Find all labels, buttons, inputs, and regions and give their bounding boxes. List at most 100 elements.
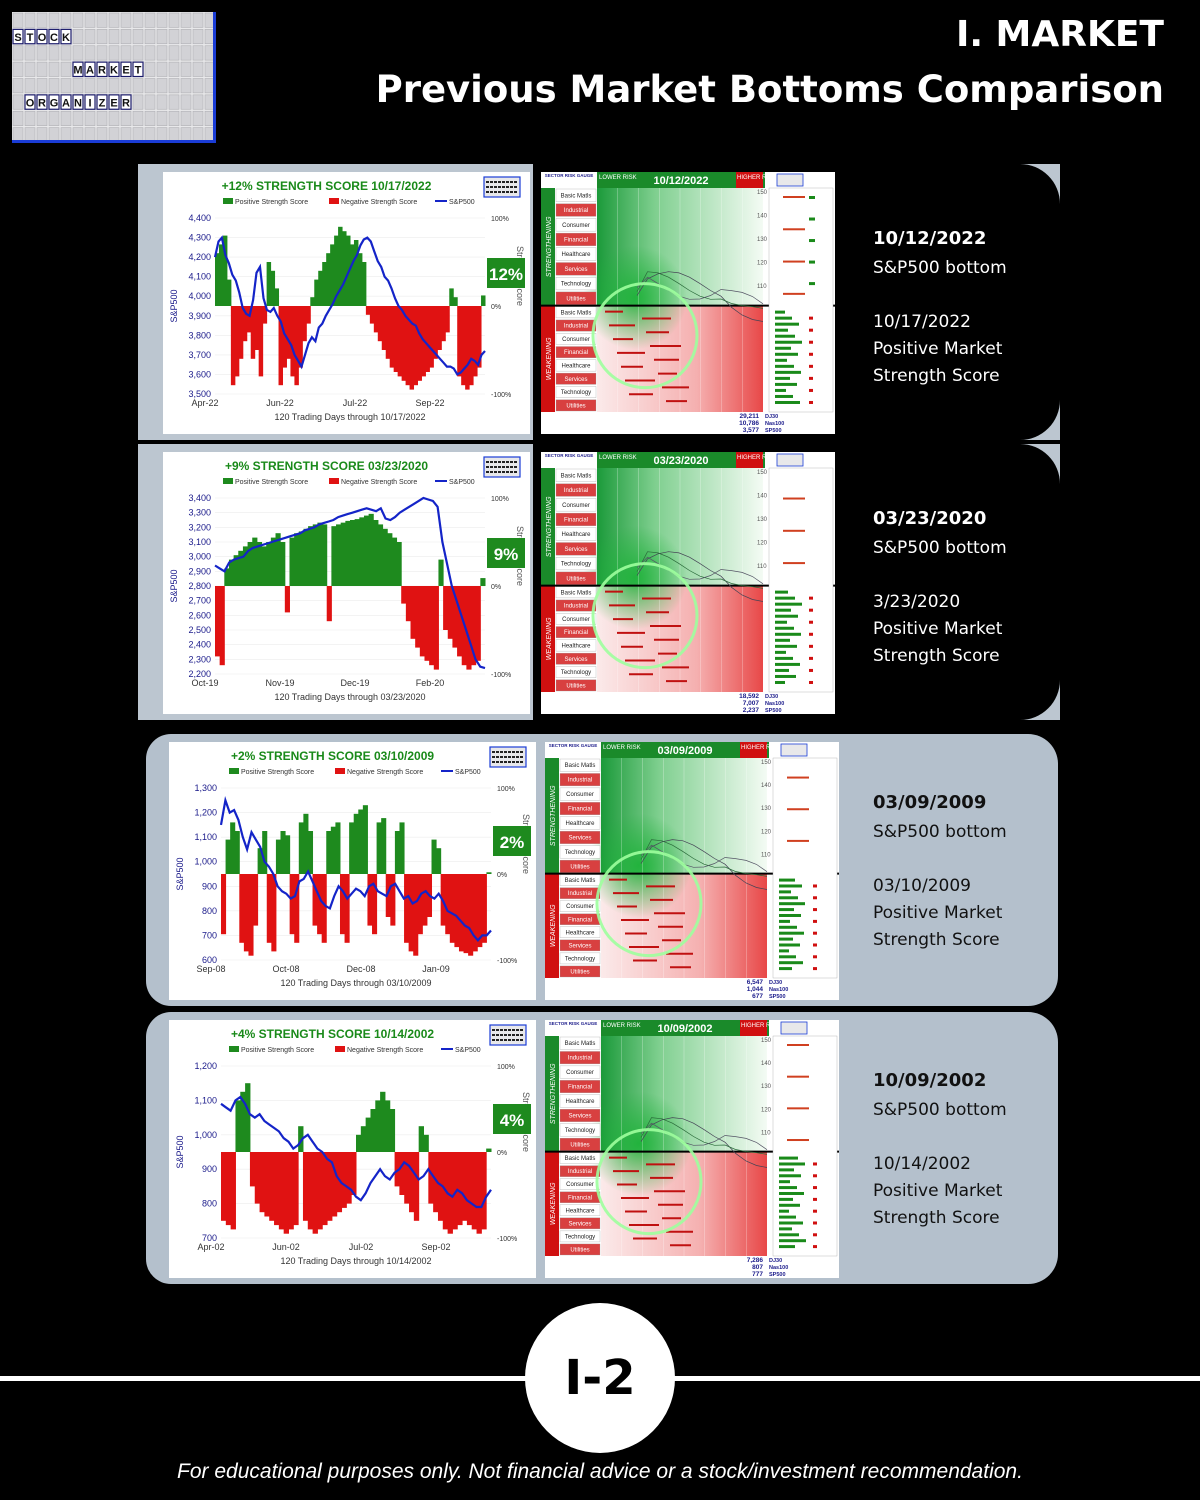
y2-tick-label: 0%	[497, 872, 507, 879]
x-axis-label: 120 Trading Days through 03/10/2009	[280, 978, 431, 988]
bar-positive	[225, 839, 231, 874]
bar-negative	[238, 306, 244, 359]
gauge-label: SECTOR RISK GAUGE	[549, 1021, 597, 1026]
y-tick-label: 900	[202, 1164, 217, 1174]
bar-negative	[302, 1152, 309, 1221]
x-tick-label: Feb-20	[416, 678, 445, 688]
momentum-bar	[813, 955, 817, 959]
gauge-scale: 120	[757, 261, 768, 267]
bar-positive	[247, 542, 253, 586]
logo-tile	[36, 110, 48, 126]
weakening-bar	[541, 585, 555, 692]
bottom-date: 10/12/2022	[873, 228, 987, 249]
logo-tile	[144, 45, 156, 61]
sector-label: Technology	[565, 956, 595, 962]
gauge-scale: 120	[761, 1107, 772, 1113]
bar-negative	[246, 306, 252, 333]
index-value: 10,786	[739, 420, 759, 427]
logo-letter: Z	[99, 97, 106, 109]
bar-positive	[298, 1126, 304, 1152]
logo-tile	[72, 12, 84, 28]
score-badge-label: 4%	[500, 1111, 525, 1130]
bar-negative	[413, 306, 418, 386]
logo-tile	[84, 110, 96, 126]
momentum-bar	[809, 668, 813, 672]
bar-positive	[298, 531, 304, 586]
bar-negative	[302, 306, 307, 342]
momentum-bar	[809, 260, 815, 264]
bar-positive	[380, 1091, 386, 1152]
score-badge	[493, 1104, 531, 1134]
y-tick-label: 2,400	[188, 640, 211, 650]
sector-chip	[555, 277, 597, 291]
sector-label: Utilities	[570, 1247, 589, 1253]
logo-tile	[132, 12, 144, 28]
logo-tile	[72, 110, 84, 126]
bar-positive	[240, 1091, 246, 1152]
bar-negative	[458, 874, 465, 952]
price-line	[219, 795, 492, 942]
bar-negative	[373, 306, 379, 333]
bar-positive	[218, 244, 224, 306]
bar-negative	[443, 586, 449, 630]
y-tick-label: 600	[202, 955, 217, 965]
sector-index-line	[640, 839, 768, 877]
bar-negative	[326, 586, 332, 622]
logo-letter-tile	[108, 94, 120, 110]
momentum-bar	[779, 1197, 793, 1201]
bar-negative	[457, 1152, 463, 1226]
bar-positive	[230, 822, 236, 874]
bar-negative	[385, 306, 391, 359]
bar-positive	[349, 822, 355, 874]
bar-positive	[340, 522, 346, 586]
bar-positive	[294, 533, 300, 586]
sector-chip	[555, 652, 597, 665]
logo-tile	[60, 45, 72, 61]
logo-letter: R	[122, 97, 130, 109]
momentum-bar	[779, 1156, 798, 1160]
bar-positive	[418, 1126, 424, 1152]
y-tick-label: 2,900	[188, 566, 211, 576]
bar-negative	[250, 306, 256, 359]
bar-positive	[275, 533, 281, 586]
y-tick-label: 2,300	[188, 654, 211, 664]
bar-negative	[404, 1152, 410, 1204]
y-axis-label: S&P500	[169, 289, 179, 322]
bar-negative	[221, 874, 227, 935]
sector-chip	[559, 1036, 601, 1050]
strength-chart-title: +4% STRENGTH SCORE 10/14/2002	[231, 1027, 434, 1041]
index-value: 2,237	[743, 707, 760, 714]
bar-positive	[270, 537, 277, 586]
logo-tile	[156, 29, 168, 45]
gauge-scale: 140	[757, 214, 768, 220]
bar-negative	[429, 306, 434, 368]
bar-negative	[243, 874, 249, 952]
momentum-bar	[779, 1239, 806, 1243]
panel-chart-svg: +12% STRENGTH SCORE 10/17/2022 Positive S…	[138, 164, 1060, 440]
x-axis-label: 120 Trading Days through 03/23/2020	[274, 692, 425, 702]
bar-negative	[449, 874, 455, 943]
bar-negative	[336, 1152, 343, 1213]
logo-tile	[156, 45, 168, 61]
y-axis-label: S&P500	[175, 1135, 185, 1168]
index-value: 6,547	[747, 979, 764, 986]
momentum-bar	[783, 497, 805, 500]
logo-tile	[96, 127, 108, 140]
sector-label: Services	[564, 377, 587, 383]
lower-risk-label: LOWER RISK	[599, 455, 637, 461]
strength-chart-title: +9% STRENGTH SCORE 03/23/2020	[225, 459, 428, 473]
bar-positive	[399, 822, 405, 874]
y-tick-label: 900	[202, 881, 217, 891]
sector-chip	[559, 939, 601, 952]
sector-chip	[555, 468, 597, 482]
momentum-bar	[775, 358, 787, 362]
momentum-bar	[775, 680, 785, 684]
momentum-bar	[813, 908, 817, 912]
bar-positive	[234, 831, 240, 874]
sector-label: Utilities	[566, 296, 585, 302]
section-title: I. MARKET	[955, 14, 1164, 55]
logo-tile	[12, 127, 24, 140]
momentum-bar	[775, 644, 797, 648]
momentum-bar	[775, 596, 795, 600]
logo-tile	[180, 12, 192, 28]
